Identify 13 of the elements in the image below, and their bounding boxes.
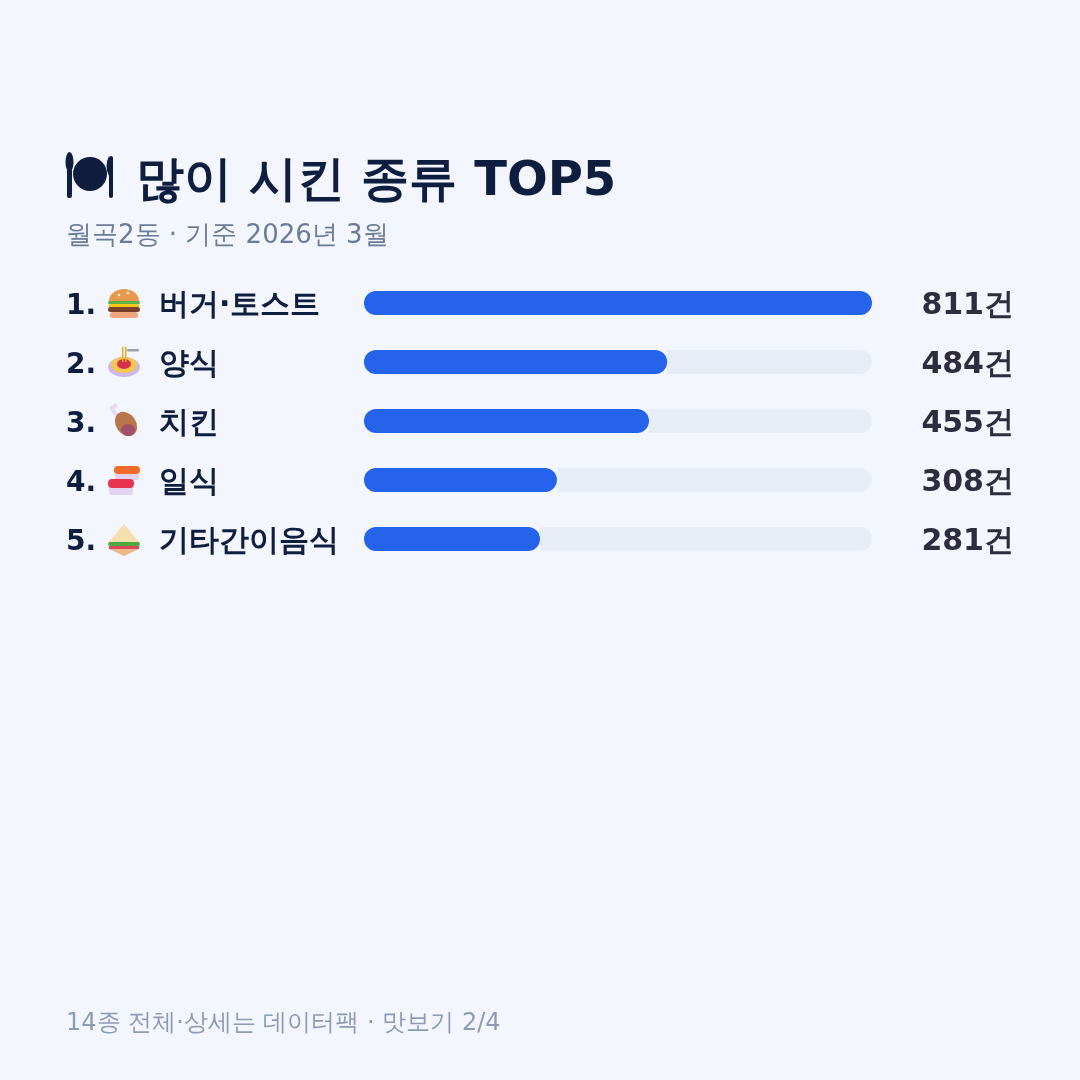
- chart-title: 많이 시킨 종류 TOP5: [136, 150, 617, 206]
- data-label: 308건: [921, 463, 1014, 498]
- data-label: 281건: [921, 522, 1014, 557]
- chart-subtitle: 월곡2동 · 기준 2026년 3월: [66, 219, 389, 249]
- data-label: 455건: [921, 404, 1014, 439]
- category-label: 2. 양식: [66, 345, 219, 380]
- category-label: 5. 기타간이음식: [66, 522, 339, 557]
- category-label: 4. 일식: [66, 463, 219, 498]
- category-label: 1. 버거·토스트: [66, 286, 321, 321]
- data-label: 484건: [921, 345, 1014, 380]
- data-label: 811건: [921, 286, 1014, 321]
- category-label: 3. 치킨: [66, 404, 219, 439]
- text: 14종 전체·상세는 데이터팩 · 맛보기 2/4: [66, 1008, 501, 1036]
